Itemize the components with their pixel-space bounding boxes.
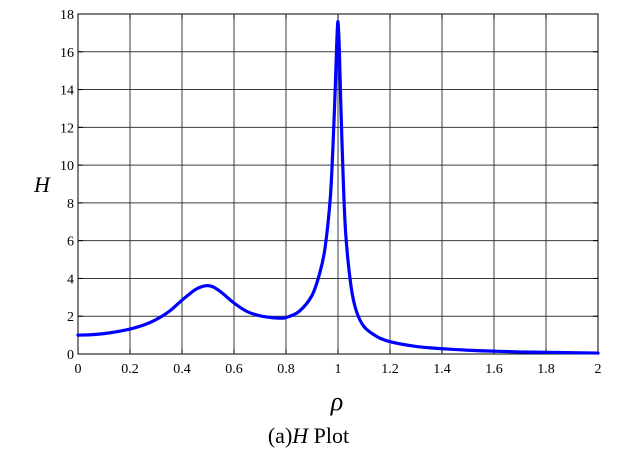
x-tick-label: 1.2 bbox=[381, 362, 399, 377]
x-tick-label: 0.8 bbox=[277, 362, 295, 377]
y-tick-label: 8 bbox=[67, 197, 74, 212]
data-series-line bbox=[76, 19, 600, 355]
x-tick-label: 1 bbox=[335, 362, 342, 377]
x-tick-label: 0.4 bbox=[173, 362, 191, 377]
y-tick-label: 0 bbox=[67, 348, 74, 363]
x-tick-label: 1.6 bbox=[485, 362, 503, 377]
y-tick-label: 6 bbox=[67, 235, 74, 250]
y-tick-label: 12 bbox=[60, 121, 74, 136]
x-tick-label: 0.2 bbox=[121, 362, 139, 377]
x-tick-label: 0.6 bbox=[225, 362, 243, 377]
x-axis-label: ρ bbox=[330, 387, 343, 416]
y-tick-label: 18 bbox=[60, 8, 74, 23]
x-tick-label: 0 bbox=[75, 362, 82, 377]
y-tick-label: 14 bbox=[60, 84, 74, 99]
x-tick-label: 2 bbox=[595, 362, 602, 377]
grid-lines bbox=[78, 14, 598, 354]
y-axis-label: H bbox=[33, 172, 51, 197]
x-tick-label: 1.8 bbox=[537, 362, 555, 377]
y-tick-label: 2 bbox=[67, 310, 74, 325]
caption-suffix: Plot bbox=[308, 423, 350, 448]
x-tick-labels: 0 0.2 0.4 0.6 0.8 1 1.2 1.4 1.6 1.8 2 bbox=[75, 362, 602, 377]
y-tick-label: 10 bbox=[60, 159, 74, 174]
caption-prefix: (a) bbox=[267, 423, 293, 448]
y-tick-label: 16 bbox=[60, 46, 74, 61]
figure-caption: (a)H Plot bbox=[0, 423, 617, 449]
y-tick-labels: 0 2 4 6 8 10 12 14 16 18 bbox=[60, 8, 74, 363]
caption-variable: H bbox=[292, 423, 309, 448]
y-tick-label: 4 bbox=[67, 272, 74, 287]
x-tick-label: 1.4 bbox=[433, 362, 451, 377]
